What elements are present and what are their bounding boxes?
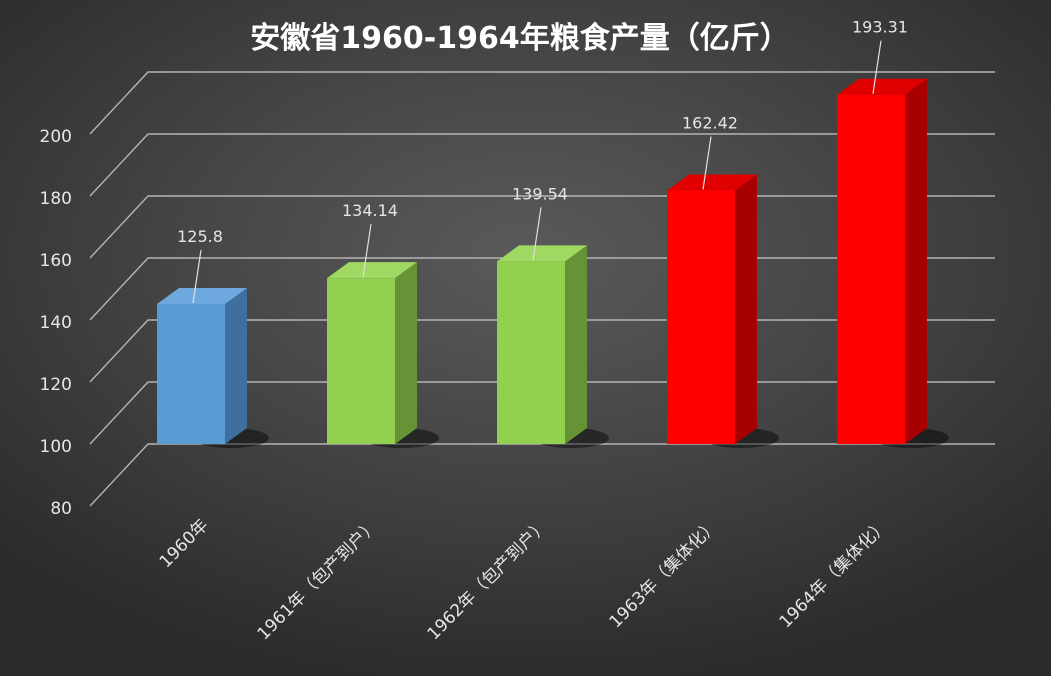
bar <box>667 174 757 445</box>
bar-side <box>905 78 927 444</box>
chart-title: 安徽省1960-1964年粮食产量（亿斤） <box>250 21 789 56</box>
bars <box>157 78 927 445</box>
bar-side <box>735 174 757 445</box>
bar-top <box>667 174 757 191</box>
leader-line <box>532 207 542 261</box>
bar-top <box>327 262 417 279</box>
gridline <box>89 443 995 507</box>
bar-side <box>565 245 587 444</box>
bar-top <box>157 288 247 305</box>
gridline <box>89 133 995 197</box>
y-tick-label: 160 <box>40 251 72 271</box>
value-label: 139.54 <box>512 184 568 203</box>
bar-front <box>157 304 225 444</box>
bar <box>327 262 417 444</box>
bar-front <box>667 190 735 444</box>
bar-front <box>497 261 565 444</box>
leader-line <box>872 40 882 94</box>
bar <box>157 288 247 444</box>
gridline <box>89 71 995 135</box>
leader-line <box>362 224 372 278</box>
bar-front <box>327 278 395 444</box>
x-axis-ticks: 1960年 1961年（包产到户） 1962年（包产到户） 1963年（集体化） 196… <box>156 515 893 644</box>
leader-line <box>702 136 712 190</box>
x-tick-label: 1961年（包产到户） <box>254 515 383 644</box>
bar-top <box>497 245 587 262</box>
value-label: 162.42 <box>682 113 738 132</box>
value-label: 134.14 <box>342 201 398 220</box>
y-tick-label: 80 <box>50 499 72 519</box>
bar-side <box>225 288 247 444</box>
bar-top <box>837 78 927 95</box>
x-tick-label: 1960年 <box>156 515 213 572</box>
bar-front <box>837 94 905 444</box>
y-axis-ticks: 80 100 120 140 160 180 200 <box>40 127 72 519</box>
gridlines <box>89 71 995 507</box>
x-tick-label: 1964年（集体化） <box>776 515 893 632</box>
bar <box>497 245 587 444</box>
data-labels: 125.8 134.14 139.54 162.42 193.31 <box>177 18 908 304</box>
bar-side <box>395 262 417 444</box>
leader-line <box>192 249 202 304</box>
value-label: 125.8 <box>177 227 223 246</box>
y-tick-label: 180 <box>40 189 72 209</box>
bar <box>837 78 927 444</box>
y-tick-label: 140 <box>40 313 72 333</box>
y-tick-label: 100 <box>40 437 72 457</box>
x-tick-label: 1962年（包产到户） <box>424 515 553 644</box>
value-label: 193.31 <box>852 18 908 37</box>
y-tick-label: 120 <box>40 375 72 395</box>
x-tick-label: 1963年（集体化） <box>606 515 723 632</box>
y-tick-label: 200 <box>40 127 72 147</box>
